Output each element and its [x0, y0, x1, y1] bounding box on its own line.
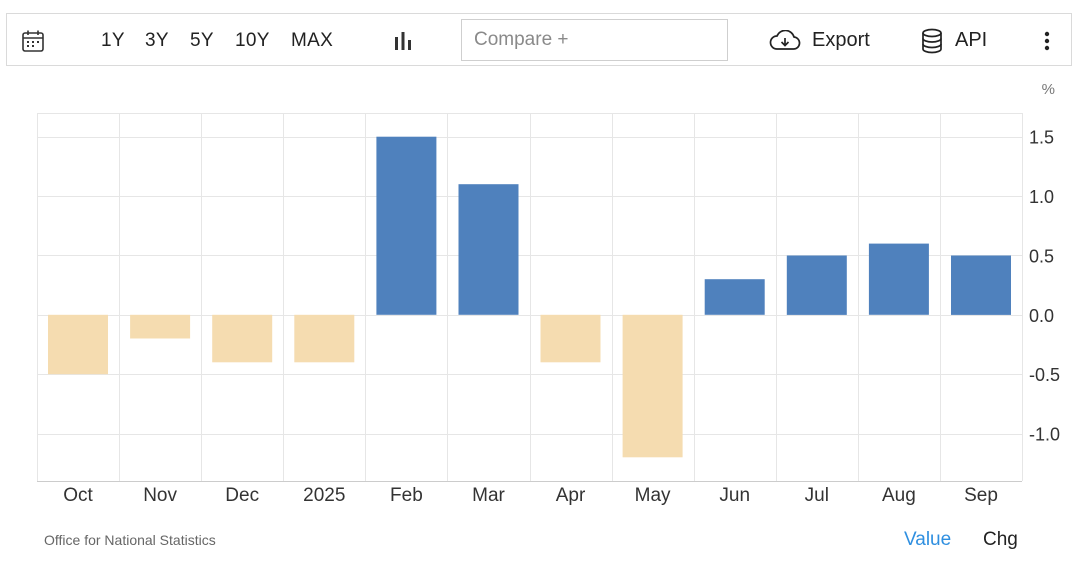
api-button[interactable]: API: [955, 29, 988, 51]
x-tick-label: Apr: [556, 485, 586, 506]
range-3y-button[interactable]: 3Y: [145, 29, 169, 51]
range-1y-button[interactable]: 1Y: [101, 29, 125, 51]
compare-input[interactable]: [461, 19, 728, 61]
cloud-download-icon[interactable]: [769, 14, 801, 67]
chart-toolbar: 1Y 3Y 5Y 10Y MAX Export API: [6, 13, 1072, 66]
bar-chart: Oct Nov Dec 2025 Feb Mar Apr May Jun Jul Aug Sep 1.5…: [0, 66, 1091, 557]
bar-apr: [540, 314, 601, 363]
unit-label: %: [1042, 81, 1055, 98]
bar-may: [622, 314, 683, 458]
bar-feb: [376, 136, 437, 315]
bar-oct: [48, 314, 108, 375]
x-tick-label: May: [635, 485, 671, 506]
range-10y-button[interactable]: 10Y: [235, 29, 270, 51]
database-icon[interactable]: [921, 14, 943, 67]
bar-sep: [951, 255, 1011, 315]
source-label: Office for National Statistics: [44, 532, 216, 548]
export-button[interactable]: Export: [812, 29, 870, 51]
x-tick-label: 2025: [303, 485, 345, 506]
value-toggle[interactable]: Value: [904, 529, 952, 550]
calendar-icon[interactable]: [21, 14, 45, 67]
bar-nov: [130, 314, 191, 339]
x-tick-label: Mar: [472, 485, 505, 506]
bar-jun: [704, 279, 765, 315]
x-tick-label: Oct: [63, 485, 93, 506]
bar-mar: [458, 184, 519, 315]
y-tick-label: -0.5: [1029, 365, 1060, 385]
x-tick-label: Aug: [882, 485, 916, 506]
bar-jul: [786, 255, 847, 315]
bar-chart-icon[interactable]: [393, 14, 413, 67]
bar-2025: [294, 314, 355, 363]
chart-canvas: Oct Nov Dec 2025 Feb Mar Apr May Jun Jul Aug Sep 1.5…: [37, 81, 1060, 506]
bar-dec: [212, 314, 273, 363]
y-tick-label: -1.0: [1029, 425, 1060, 445]
range-5y-button[interactable]: 5Y: [190, 29, 214, 51]
chg-toggle[interactable]: Chg: [983, 529, 1018, 550]
x-tick-label: Sep: [964, 485, 998, 506]
y-tick-label: 1.5: [1029, 128, 1054, 148]
y-tick-label: 1.0: [1029, 187, 1054, 207]
x-tick-label: Jul: [805, 485, 829, 506]
more-vertical-icon[interactable]: [1044, 14, 1050, 67]
x-tick-label: Feb: [390, 485, 423, 506]
range-max-button[interactable]: MAX: [291, 29, 334, 51]
y-tick-label: 0.5: [1029, 247, 1054, 267]
bar-aug: [868, 243, 929, 315]
y-tick-label: 0.0: [1029, 306, 1054, 326]
x-tick-label: Dec: [225, 485, 259, 506]
x-tick-label: Jun: [719, 485, 750, 506]
x-tick-label: Nov: [143, 485, 177, 506]
